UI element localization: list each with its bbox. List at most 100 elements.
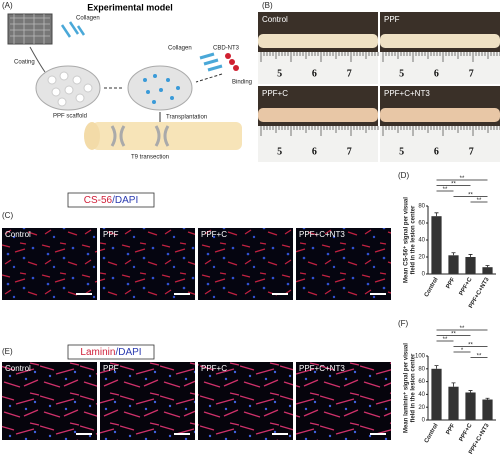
bar [482,399,493,420]
y-tick-label: 0 [422,418,426,424]
y-tick-label: 40 [418,238,425,244]
x-tick-label: PPF [446,277,457,290]
y-axis-label: field in the lesion center [411,205,417,274]
x-tick-label: PPF+C [459,422,474,442]
panel-label: (A) [2,1,13,10]
error-bar [468,390,473,393]
micrograph [2,228,97,300]
micrograph-label: PPF [103,364,119,373]
micrograph-label: Control [5,364,31,373]
pores [47,71,93,107]
bar [465,392,476,420]
label: CBD-NT3 [213,46,240,52]
ruler [380,126,500,162]
significance-label: * [461,348,464,354]
micrograph-label: PPF+C [201,364,227,373]
error-bar [485,265,490,268]
micrograph [100,228,195,300]
micrograph [198,362,293,440]
panel-label: (C) [2,211,13,220]
label: Binding [232,80,252,86]
ruler-number: 7 [347,68,352,79]
label: Coating [14,60,35,66]
ruler-number: 6 [312,146,317,157]
ruler-number: 7 [347,146,352,157]
significance-label: ** [451,182,456,188]
label: PPF scaffold [53,114,87,120]
collagen-icon [199,52,223,72]
y-tick-label: 100 [415,354,426,360]
tissue [258,108,378,122]
photo-label: PPF+C [262,89,288,98]
tissue [380,108,500,122]
significance-label: ** [468,193,473,199]
scaffold-image [7,13,53,45]
panel-label: (E) [2,347,13,356]
legend-counter: /DAPI [112,195,138,206]
error-bar [468,254,473,257]
x-tick-label: Control [424,423,440,445]
panel-label: (B) [262,1,273,10]
micrograph-label: PPF+C+NT3 [299,230,345,239]
scaffold-texture [10,14,50,44]
collagen-dots [143,74,180,104]
bar [431,368,442,420]
arrow [195,73,223,83]
micrograph [296,362,391,440]
label: Collagen [168,46,192,52]
arrow [29,46,46,73]
photo-label: PPF+C+NT3 [384,89,430,98]
bar [465,257,476,274]
ruler [258,126,378,162]
significance-label: ** [443,187,448,193]
significance-label: ** [460,326,465,332]
collagen-icon [60,21,86,38]
significance-label: ** [443,337,448,343]
grey-matter [110,125,170,147]
legend-counter: /DAPI [115,347,141,358]
y-axis-label: field in the lesion center [411,353,417,422]
error-bar [434,365,439,369]
ruler-number: 5 [277,146,282,157]
bar [448,386,459,420]
label: T9 transection [131,155,169,161]
photo-label: PPF [384,15,400,24]
ruler-number: 6 [312,68,317,79]
bar [431,216,442,274]
photo-label: Control [262,15,288,24]
y-tick-label: 60 [418,379,425,385]
y-axis-label: Mean CS-56⁺ signal per visual [403,197,410,283]
legend-marker: Laminin [80,347,115,358]
ruler-number: 7 [469,68,474,79]
ruler-number: 5 [399,146,404,157]
micrograph [296,228,391,300]
x-tick-label: Control [424,277,440,299]
tissue [258,34,378,48]
micrograph-label: PPF [103,230,119,239]
significance-label: ** [460,176,465,182]
ruler-number: 7 [469,146,474,157]
y-tick-label: 40 [418,392,425,398]
y-tick-label: 0 [422,272,426,278]
legend: CS-56/DAPI [84,195,138,206]
cord-end [84,122,100,150]
tissue [380,34,500,48]
label: Collagen [76,16,100,22]
y-axis-label: Mean laminin⁺ signal per visual [403,343,410,433]
micrograph [198,228,293,300]
ruler-number: 5 [399,68,404,79]
panel-label: (D) [398,171,409,180]
error-bar [434,212,439,217]
bar [482,267,493,274]
y-tick-label: 20 [418,255,425,261]
legend: Laminin/DAPI [80,347,141,358]
x-tick-label: PPF [446,423,457,436]
significance-label: ** [477,198,482,204]
panel-label: (F) [398,319,409,328]
y-tick-label: 80 [418,366,425,372]
model-title: Experimental model [87,2,173,12]
error-bar [451,382,456,387]
ruler [380,52,500,84]
micrograph-label: Control [5,230,31,239]
